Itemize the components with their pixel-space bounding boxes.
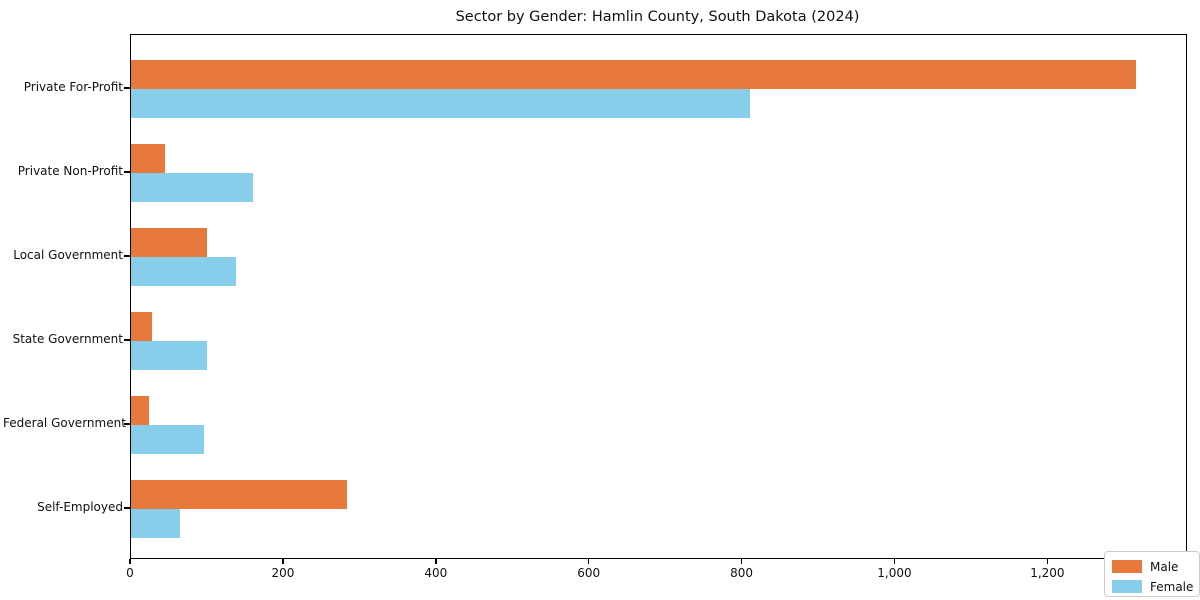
bar-female-3 — [131, 341, 207, 370]
chart-title: Sector by Gender: Hamlin County, South D… — [455, 9, 860, 25]
y-tick-mark — [124, 255, 130, 257]
bar-female-0 — [131, 89, 751, 118]
bar-male-4 — [131, 396, 149, 425]
legend-label-male: Male — [1150, 559, 1179, 574]
x-tick-label: 0 — [126, 566, 134, 580]
y-tick-label: Federal Government — [3, 416, 126, 430]
legend-swatch-male — [1112, 560, 1142, 573]
legend-item-female: Female — [1112, 578, 1199, 595]
bar-male-2 — [131, 228, 207, 257]
bar-female-1 — [131, 173, 254, 202]
bar-female-5 — [131, 509, 180, 538]
x-tick-label: 1,000 — [877, 566, 912, 580]
legend-item-male: Male — [1112, 558, 1199, 575]
x-tick-mark — [282, 559, 284, 564]
x-tick-mark — [129, 559, 131, 564]
y-tick-label: State Government — [12, 332, 123, 346]
y-tick-mark — [124, 171, 130, 173]
y-tick-label: Private Non-Profit — [17, 164, 123, 178]
x-tick-label: 600 — [577, 566, 601, 580]
bar-male-1 — [131, 144, 165, 173]
legend-label-female: Female — [1150, 579, 1194, 594]
bar-male-5 — [131, 480, 347, 509]
x-tick-mark — [893, 559, 896, 564]
legend-swatch-female — [1112, 580, 1142, 593]
legend: Male Female — [1104, 551, 1200, 597]
x-tick-mark — [1046, 559, 1049, 564]
y-tick-mark — [124, 423, 130, 425]
bar-male-3 — [131, 312, 152, 341]
x-tick-label: 400 — [424, 566, 448, 580]
y-tick-label: Self-Employed — [37, 500, 123, 514]
x-tick-label: 1,200 — [1030, 566, 1065, 580]
bar-female-4 — [131, 425, 204, 454]
y-tick-label: Private For-Profit — [23, 80, 123, 94]
bar-female-2 — [131, 257, 236, 286]
bar-male-0 — [131, 60, 1137, 89]
x-tick-mark — [740, 559, 743, 564]
y-tick-label: Local Government — [13, 248, 123, 262]
y-tick-mark — [124, 87, 130, 89]
x-tick-label: 200 — [271, 566, 295, 580]
x-tick-mark — [435, 559, 437, 564]
y-tick-mark — [124, 507, 130, 509]
x-tick-label: 800 — [730, 566, 754, 580]
x-tick-mark — [587, 559, 590, 564]
plot-area — [130, 34, 1187, 559]
y-tick-mark — [124, 339, 130, 341]
